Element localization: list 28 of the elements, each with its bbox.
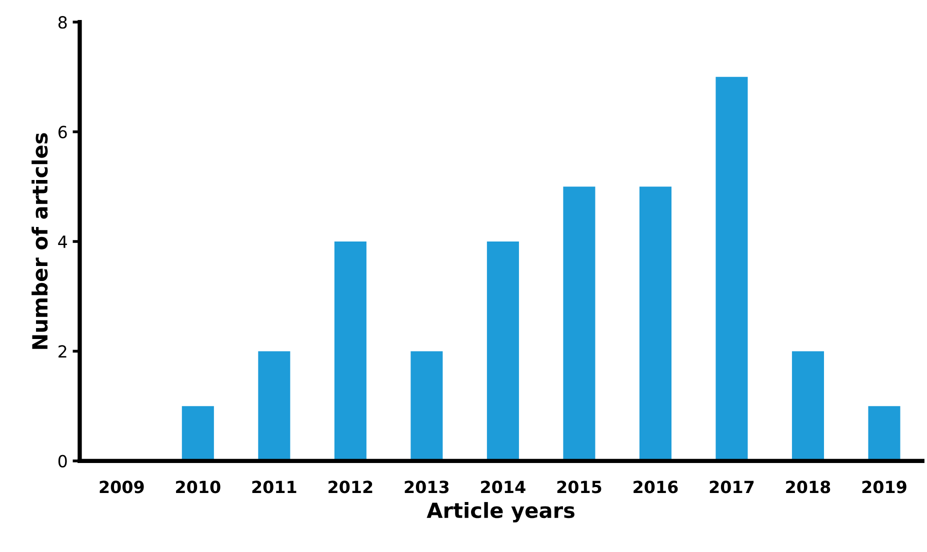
x-tick-label: 2018 xyxy=(786,480,830,494)
y-axis-title: Number of articles xyxy=(32,133,48,349)
bar xyxy=(716,76,748,461)
y-tick-label: 2 xyxy=(58,345,66,358)
bar xyxy=(792,351,824,461)
bar xyxy=(258,351,290,461)
bar xyxy=(639,186,672,461)
x-tick-label: 2009 xyxy=(100,480,144,494)
bar xyxy=(182,406,214,461)
y-tick-label: 8 xyxy=(58,16,67,29)
x-tick-label: 2012 xyxy=(328,480,372,494)
bar xyxy=(868,406,900,461)
bar xyxy=(563,186,596,461)
y-tick-label: 6 xyxy=(58,126,67,138)
x-tick-label: 2013 xyxy=(404,480,449,494)
bar xyxy=(334,242,366,461)
x-tick-label: 2016 xyxy=(634,480,678,494)
x-tick-label: 2019 xyxy=(862,480,906,494)
x-tick-label: 2014 xyxy=(481,480,526,494)
bar xyxy=(486,242,519,461)
x-tick-label: 2010 xyxy=(176,480,220,494)
bar xyxy=(410,351,443,461)
y-tick-label: 4 xyxy=(58,236,67,248)
x-tick-label: 2011 xyxy=(252,480,296,494)
y-tick-label: 0 xyxy=(58,454,67,468)
x-axis-title: Article years xyxy=(426,502,574,522)
x-tick-label: 2015 xyxy=(557,480,602,494)
x-tick-label: 2017 xyxy=(710,480,754,494)
